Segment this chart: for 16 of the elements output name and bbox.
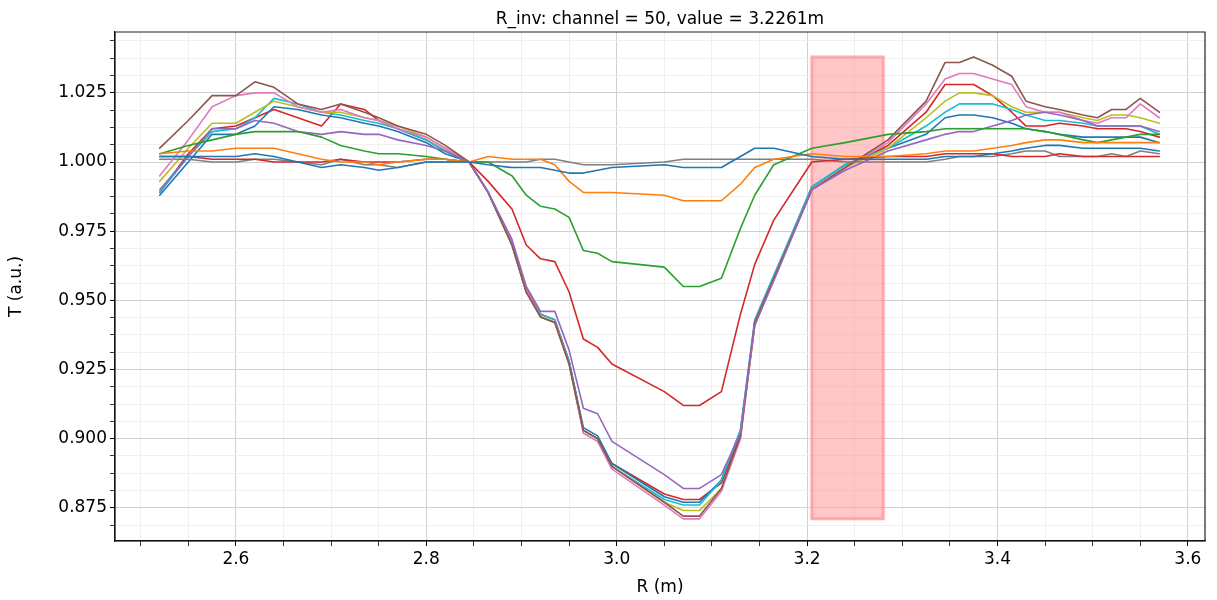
x-tick-label: 3.4 <box>983 547 1011 568</box>
y-tick-label: 0.875 <box>58 496 107 517</box>
y-tick-label: 0.950 <box>58 288 107 309</box>
chart-title: R_inv: channel = 50, value = 3.2261m <box>495 7 825 29</box>
y-tick-label: 1.025 <box>58 81 107 102</box>
y-tick-label: 0.975 <box>58 219 107 240</box>
x-tick-label: 3.0 <box>603 547 631 568</box>
y-tick-label: 0.900 <box>58 427 107 448</box>
y-tick-label: 0.925 <box>58 357 107 378</box>
x-tick-label: 2.8 <box>412 547 440 568</box>
x-tick-label: 2.6 <box>222 547 250 568</box>
y-axis-title: T (a.u.) <box>4 255 25 319</box>
y-tick-label: 1.000 <box>58 150 107 171</box>
x-axis-title: R (m) <box>636 576 684 597</box>
x-tick-label: 3.2 <box>793 547 821 568</box>
x-tick-label: 3.6 <box>1174 547 1202 568</box>
